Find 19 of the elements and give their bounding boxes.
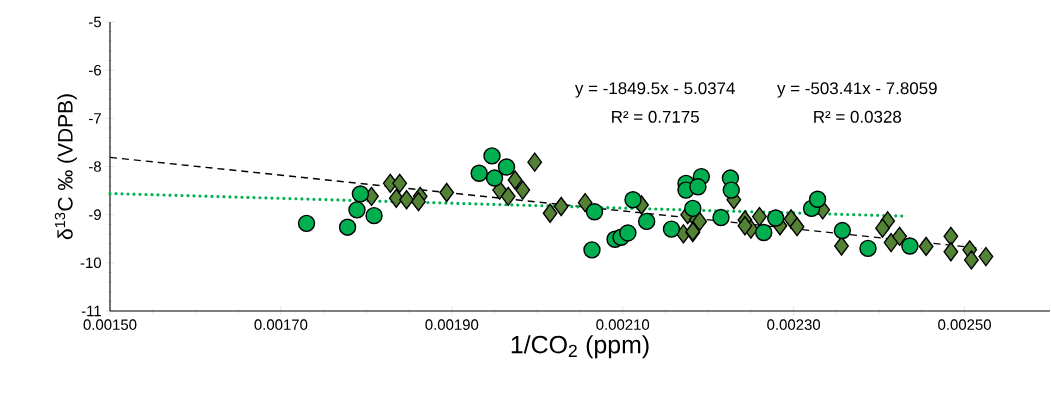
y-tick-label: -9	[89, 209, 101, 220]
y-tick-label: -8	[89, 161, 101, 172]
y-tick-label: -10	[80, 257, 102, 269]
annotation: R² = 0.0328	[814, 110, 902, 123]
x-tick-label: 0.00150	[83, 319, 137, 330]
y-tick-label: -5	[89, 16, 102, 28]
x-tick-label: 0.00250	[938, 319, 991, 330]
y-tick-label: -7	[89, 113, 101, 124]
y-tick-label: -11	[81, 305, 101, 317]
x-axis-title: 1/CO$_{2}$ (ppm)	[511, 335, 649, 359]
x-tick-label: 0.00170	[254, 319, 308, 330]
annotation: R² = 0.7175	[612, 110, 699, 123]
y-axis-title: δ$^{13}$C ‰ (VDPB)	[54, 94, 77, 240]
x-tick-label: 0.00230	[767, 319, 821, 330]
annotation: y = -503.41x - 7.8059	[777, 82, 937, 98]
y-tick-label: -6	[89, 64, 101, 76]
annotation: y = -1849.5x - 5.0374	[574, 82, 735, 98]
x-tick-label: 0.00190	[425, 319, 479, 330]
x-tick-label: 0.00210	[596, 319, 650, 330]
